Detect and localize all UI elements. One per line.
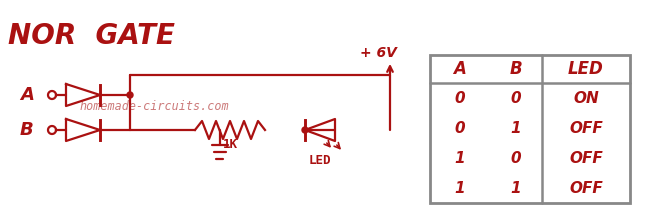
Text: 1: 1 [511,121,521,135]
Text: B: B [510,60,523,78]
Text: homemade-circuits.com: homemade-circuits.com [80,100,230,113]
Text: LED: LED [309,154,331,167]
Text: NOR  GATE: NOR GATE [8,22,175,50]
Text: OFF: OFF [569,151,603,165]
Polygon shape [302,127,308,133]
Text: A: A [454,60,466,78]
Text: 1K: 1K [222,138,238,151]
Text: 0: 0 [455,91,465,105]
Bar [430,55,630,203]
Polygon shape [127,92,133,98]
Text: ON: ON [573,91,599,105]
Text: LED: LED [568,60,604,78]
Text: B: B [20,121,34,139]
Text: 1: 1 [455,151,465,165]
Text: 1: 1 [511,180,521,196]
Text: 0: 0 [511,151,521,165]
Text: OFF: OFF [569,121,603,135]
Text: 0: 0 [455,121,465,135]
Text: OFF: OFF [569,180,603,196]
Text: 0: 0 [511,91,521,105]
Text: A: A [20,86,34,104]
Text: 1: 1 [455,180,465,196]
Text: + 6V: + 6V [360,46,397,60]
